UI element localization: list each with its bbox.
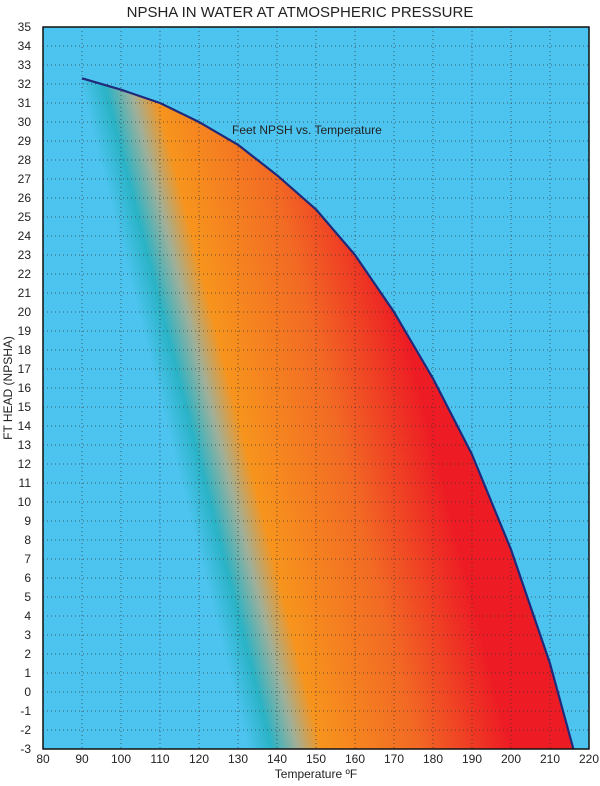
y-tick-label: 25 [18,210,32,224]
y-tick-label: 20 [18,305,32,319]
y-tick-label: 19 [18,324,32,338]
y-tick-label: 24 [18,229,32,243]
x-tick-label: 150 [306,752,326,766]
y-tick-label: 29 [18,134,32,148]
y-tick-label: 9 [24,514,31,528]
y-tick-label: 21 [18,286,32,300]
y-tick-label: 31 [18,96,32,110]
y-tick-label: 8 [24,533,31,547]
x-tick-label: 130 [228,752,248,766]
x-tick-label: 160 [345,752,365,766]
x-tick-label: 140 [267,752,287,766]
y-tick-label: 16 [18,381,32,395]
y-tick-label: 30 [18,115,32,129]
y-tick-label: 2 [24,647,31,661]
series-line [81,77,575,750]
y-tick-label: 4 [24,609,31,623]
x-tick-label: 120 [189,752,209,766]
x-tick-label: 210 [540,752,560,766]
y-tick-label: 11 [19,476,32,490]
y-tick-label: 23 [18,248,32,262]
x-tick-label: 190 [462,752,482,766]
y-tick-label: 18 [18,343,32,357]
y-tick-label: 26 [18,191,32,205]
y-tick-label: 28 [18,153,32,167]
y-tick-label: 1 [24,666,31,680]
x-tick-label: 80 [36,752,50,766]
y-tick-label: 3 [24,628,31,642]
y-tick-label: 5 [24,590,31,604]
y-tick-label: 17 [18,362,32,376]
x-tick-label: 220 [579,752,599,766]
x-tick-label: 100 [111,752,131,766]
y-tick-label: 15 [18,400,32,414]
y-tick-label: 6 [24,571,31,585]
x-tick-label: 110 [150,752,169,766]
y-tick-label: 34 [18,39,32,53]
area-fill [82,78,574,750]
plot-border [42,26,590,750]
y-tick-label: 22 [18,267,32,281]
y-tick-label: 35 [18,20,32,34]
y-tick-label: 13 [18,438,32,452]
y-axis-label: FT HEAD (NPSHA) [1,336,15,440]
y-tick-label: 14 [18,419,32,433]
y-tick-label: 10 [18,495,32,509]
y-tick-label: 32 [18,77,32,91]
y-tick-label: 7 [24,552,31,566]
x-tick-label: 90 [75,752,89,766]
y-tick-label: -1 [20,704,31,718]
x-tick-label: 180 [423,752,443,766]
y-tick-label: 0 [24,685,31,699]
x-tick-label: 170 [384,752,404,766]
y-tick-label: 27 [18,172,32,186]
x-tick-label: 200 [501,752,521,766]
y-tick-label: 33 [18,58,32,72]
chart-title: NPSHA IN WATER AT ATMOSPHERIC PRESSURE [127,4,474,21]
y-tick-label: -2 [20,723,31,737]
y-tick-label: -3 [20,742,31,756]
series-label: Feet NPSH vs. Temperature [232,123,382,137]
y-tick-label: 12 [18,457,32,471]
x-axis-label: Temperature ºF [275,767,357,781]
